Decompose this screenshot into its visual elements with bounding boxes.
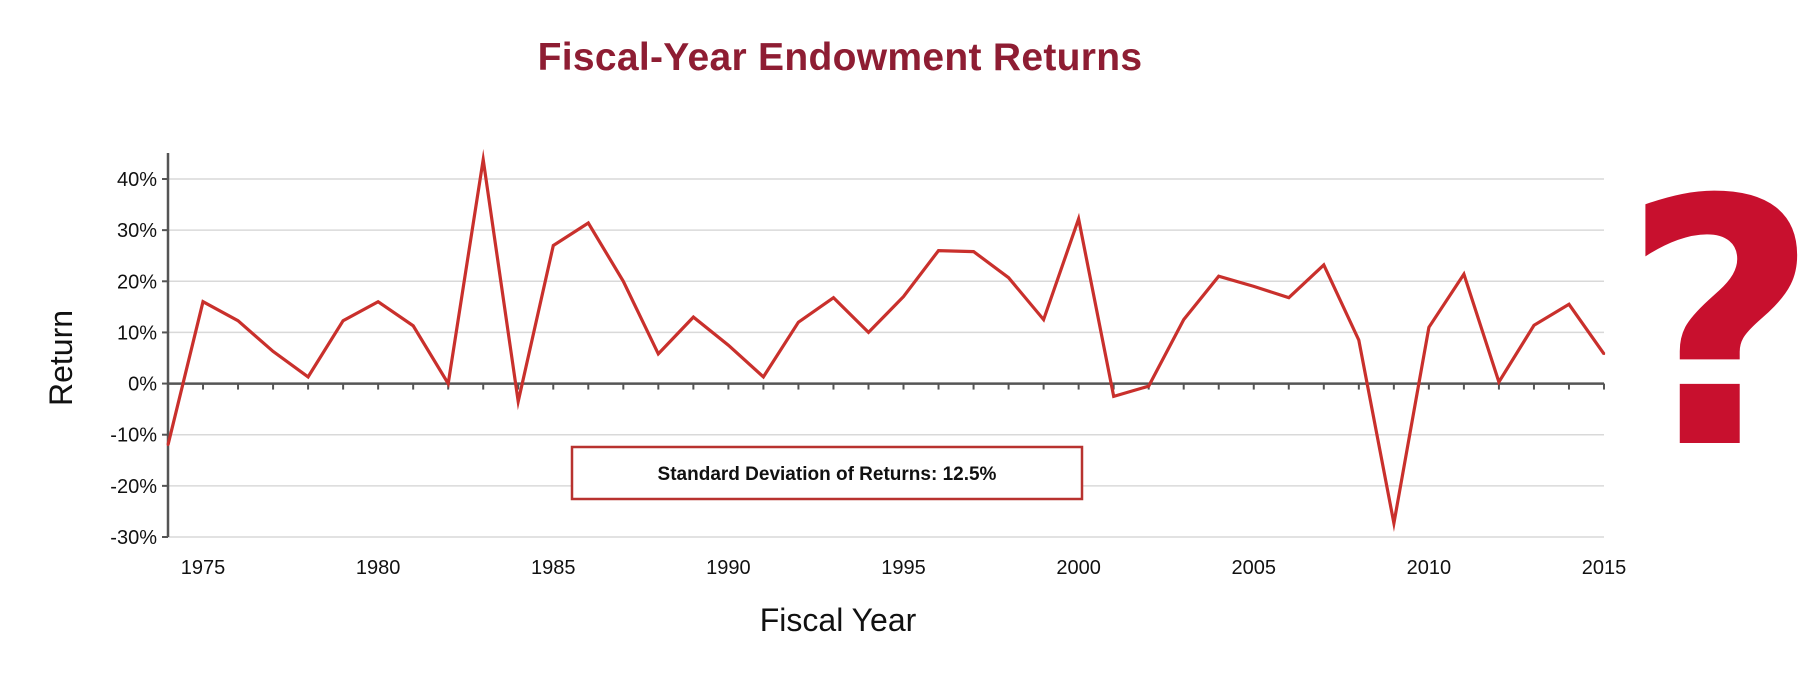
x-tick-label: 2015: [1582, 557, 1627, 579]
question-mark-icon: ?: [1622, 128, 1800, 524]
x-tick-label: 1985: [531, 557, 576, 579]
data-point: [1462, 272, 1466, 276]
y-tick-label: -20%: [110, 476, 157, 498]
data-point: [236, 319, 240, 322]
y-tick-label: 20%: [117, 271, 157, 293]
data-point: [972, 250, 975, 253]
chart-title: Fiscal-Year Endowment Returns: [537, 36, 1143, 79]
axis-layer: [166, 153, 1605, 537]
data-point: [482, 158, 485, 161]
x-tick-label: 2005: [1232, 557, 1277, 579]
x-axis-label: Fiscal Year: [760, 602, 917, 638]
data-point: [341, 319, 345, 322]
data-point: [1497, 380, 1501, 384]
tick-layer: -30% -20% -10% 0% 10% 20% 30% 40% 1975 1980 1985 19…: [110, 169, 1626, 579]
series-layer: [166, 148, 1606, 532]
data-point: [1147, 384, 1150, 388]
data-point: [1287, 296, 1290, 299]
y-tick-label: 0%: [128, 374, 157, 396]
y-tick-label: 10%: [117, 322, 157, 344]
data-point: [1077, 217, 1080, 221]
data-point: [1532, 324, 1536, 327]
data-point: [1217, 274, 1220, 278]
data-point: [1427, 326, 1431, 329]
data-point: [832, 296, 835, 299]
data-point: [517, 400, 520, 403]
annotation-text: Standard Deviation of Returns: 12.5%: [658, 464, 997, 485]
data-point: [762, 375, 765, 379]
data-point: [587, 221, 590, 225]
data-point: [201, 300, 205, 303]
data-point: [692, 315, 695, 319]
data-point: [727, 344, 730, 347]
series-line: [166, 148, 1606, 532]
data-point: [271, 350, 275, 353]
annotation-box: [570, 445, 1084, 501]
x-tick-label: 1980: [356, 557, 401, 579]
data-point: [1042, 318, 1045, 321]
data-point: [1182, 318, 1185, 321]
y-axis-label: Return: [43, 310, 79, 406]
y-tick-label: -10%: [110, 425, 157, 447]
data-point: [1392, 521, 1396, 525]
data-point: [1602, 352, 1606, 356]
data-point: [902, 295, 905, 298]
data-point: [376, 300, 380, 303]
data-point: [867, 331, 870, 334]
y-tick-label: -30%: [110, 527, 157, 549]
y-tick-label: 30%: [117, 220, 157, 242]
x-tick-label: 1995: [881, 557, 926, 579]
data-point: [622, 280, 625, 283]
data-point: [937, 249, 940, 252]
data-point: [446, 382, 450, 385]
x-tick-label: 1990: [706, 557, 751, 579]
x-tick-label: 2010: [1407, 557, 1452, 579]
data-point: [306, 375, 310, 379]
data-point: [1252, 285, 1255, 288]
data-point: [797, 321, 800, 324]
data-point: [552, 244, 555, 247]
data-point: [657, 352, 660, 356]
data-point: [1007, 276, 1010, 279]
data-point: [411, 324, 415, 327]
x-tick-label: 2000: [1056, 557, 1101, 579]
data-point: [166, 443, 170, 447]
data-point: [1112, 395, 1115, 398]
data-point: [1567, 303, 1571, 306]
annotation-layer: Standard Deviation of Returns: 12.5%: [570, 445, 1084, 501]
x-tick-label: 1975: [181, 557, 226, 579]
data-point: [1357, 338, 1361, 342]
y-tick-label: 40%: [117, 169, 157, 191]
data-point: [1322, 263, 1326, 267]
